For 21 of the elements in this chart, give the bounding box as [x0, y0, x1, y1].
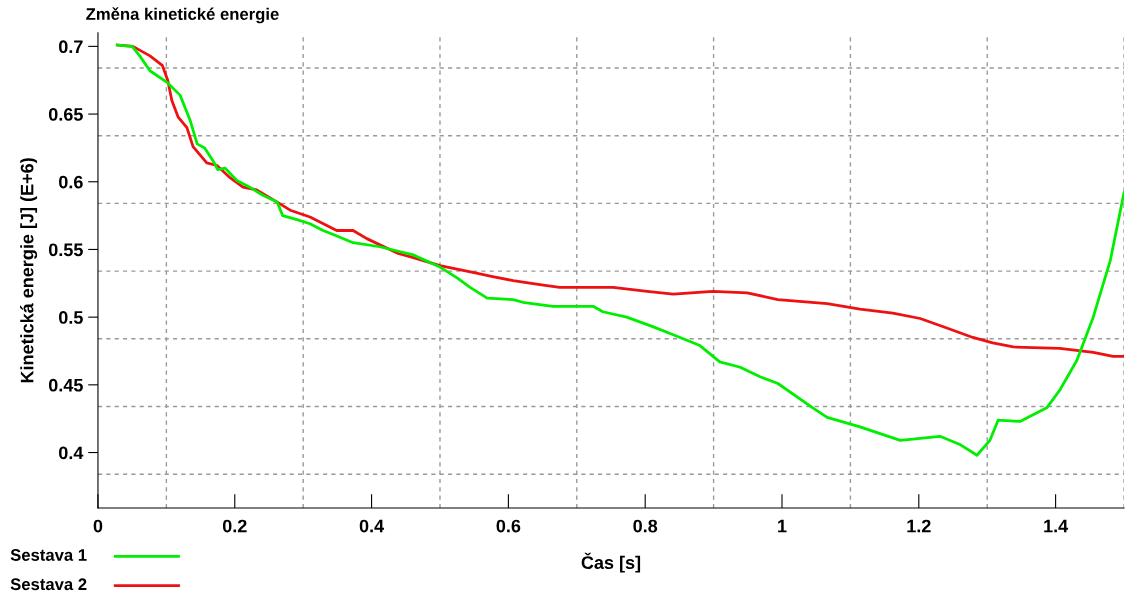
x-tick-label: 1.2	[907, 519, 931, 533]
y-tick-label: 0.4	[59, 446, 84, 460]
line-series	[115, 43, 1125, 457]
x-tick-label: 1	[778, 519, 787, 533]
legend-label: Sestava 1	[10, 549, 87, 561]
y-tick-label: 0.55	[48, 243, 83, 257]
y-axis-title: Kinetická energie [J] (E+6)	[20, 158, 38, 383]
y-tick-label: 0.45	[48, 378, 83, 392]
x-tick-label: 1.4	[1044, 519, 1069, 533]
x-tick-label: 0.8	[633, 519, 658, 533]
x-tick-label: 0	[93, 519, 103, 533]
chart-title: Změna kinetické energie	[86, 7, 279, 24]
y-tick-label: 0.65	[48, 108, 83, 121]
x-tick-label: 0.4	[359, 519, 385, 533]
x-axis-title: Čas [s]	[581, 552, 641, 573]
x-tick-label: 0.6	[496, 519, 521, 533]
legend-label: Sestava 2	[10, 578, 87, 591]
x-tick-label: 0.2	[222, 519, 247, 533]
y-tick-label: 0.5	[59, 311, 83, 324]
y-tick-label: 0.7	[59, 40, 83, 54]
y-tick-label: 0.6	[59, 175, 83, 189]
